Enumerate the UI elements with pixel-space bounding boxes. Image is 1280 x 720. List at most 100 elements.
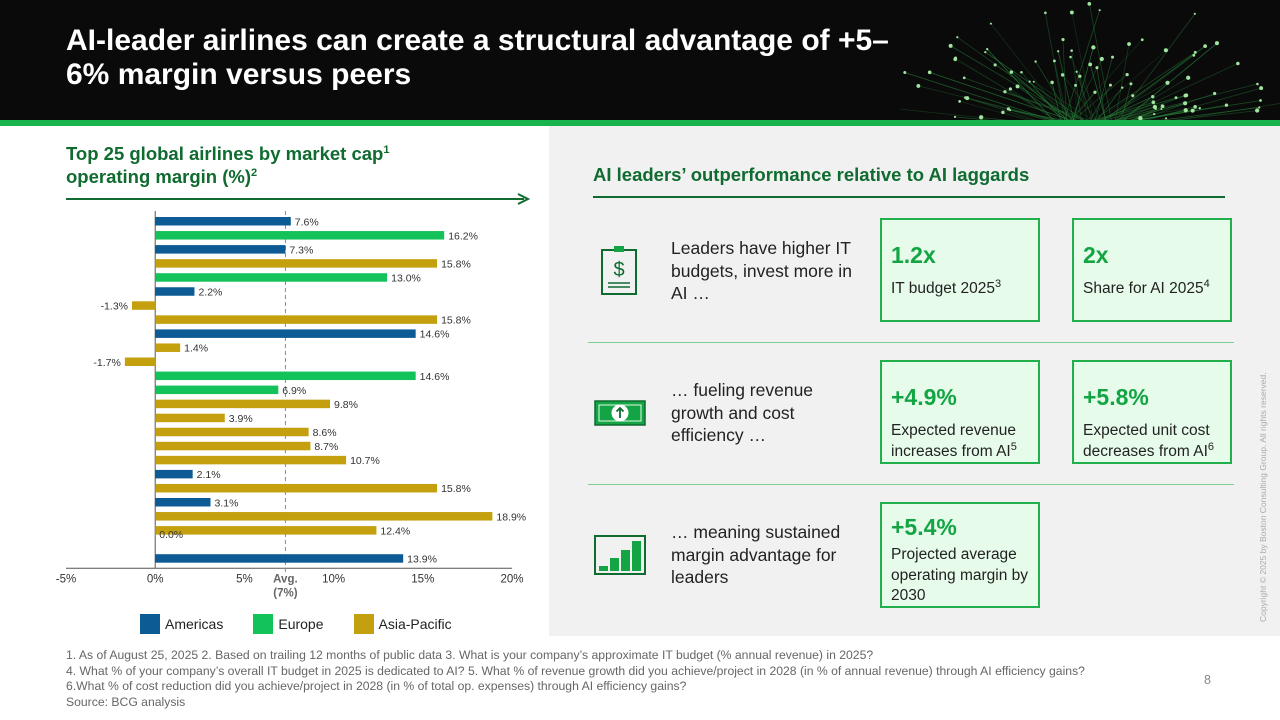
row-text-it-budget: Leaders have higher IT budgets, invest m… [671, 238, 852, 303]
spark-dot [1009, 70, 1014, 74]
bar-8 [155, 315, 438, 324]
bar-13 [155, 385, 279, 395]
bar-label-18: 10.7% [350, 455, 380, 467]
bar-14 [155, 399, 331, 409]
streak-line [1093, 101, 1154, 120]
streak-line [1096, 67, 1106, 120]
spark-dot [1032, 80, 1035, 83]
streak-line [1088, 3, 1112, 120]
streak-line [1175, 103, 1280, 120]
streak-line [1116, 108, 1156, 120]
streak-line [1071, 12, 1094, 120]
spark-dot [1003, 90, 1007, 94]
streak-line [1138, 110, 1193, 120]
row-text-revenue-growth: … fueling revenue growth and cost effici… [671, 380, 814, 445]
spark-dot [948, 43, 953, 48]
bar-label-8: 15.8% [441, 315, 471, 327]
spark-dot [1074, 83, 1077, 87]
kpi-value: 2x [1083, 242, 1109, 268]
spark-dot [1008, 87, 1012, 91]
spark-dot [1093, 90, 1097, 94]
x-tick-label: 5% [236, 573, 253, 585]
spark-dot [1256, 82, 1259, 86]
legend-label-americas: Americas [165, 616, 224, 632]
streak-line [1086, 49, 1167, 120]
bar-label-16: 8.6% [313, 427, 337, 439]
streak-line [955, 57, 1057, 120]
streak-line [1123, 42, 1218, 120]
operating-margin-bar-chart: 7.6% 16.2% 7.3% 15.8% 13.0% 2.2% -1.3% 15.8% 14.… [56, 211, 526, 599]
spark-dot [1015, 84, 1020, 89]
bar-label-21: 3.1% [215, 497, 239, 509]
spark-dot [1091, 45, 1096, 50]
streak-line [1100, 82, 1168, 120]
streak-line [954, 116, 991, 120]
bar-label-12: 14.6% [420, 371, 450, 383]
streak-line [967, 97, 1037, 120]
spark-dot [1069, 10, 1074, 15]
streak-line [964, 77, 1085, 120]
kpi-card-it-budget: 1.2x IT budget 20253 [880, 218, 1040, 322]
streak-line [1115, 13, 1196, 120]
streak-line [1129, 113, 1155, 120]
kpi-value: 1.2x [891, 242, 936, 268]
bar-18 [155, 455, 347, 465]
bar-6 [155, 287, 195, 296]
streak-line [1106, 54, 1195, 120]
kpi-label-wrap: Share for AI 20254 [1083, 278, 1228, 300]
bar-label-19: 2.1% [197, 469, 221, 481]
bar-label-6: 2.2% [198, 287, 222, 299]
spark-dot [1193, 12, 1196, 15]
streak-line [904, 72, 1054, 120]
streak-line [918, 85, 1057, 120]
spark-dot [1129, 82, 1133, 86]
spark-dot [1095, 66, 1099, 70]
spark-dot [964, 96, 967, 99]
streak-line [985, 51, 1085, 120]
streak-line [1010, 109, 1064, 120]
kpi-label-wrap: Expected revenue increases from AI5 [891, 421, 1036, 462]
spark-dot [1009, 109, 1012, 112]
bar-11 [124, 357, 156, 366]
footnote-ref-1: 1 [383, 143, 390, 156]
kpi-label-wrap: Expected unit cost decreases from AI6 [1083, 421, 1228, 462]
spark-dot [1183, 108, 1188, 113]
spark-dot [1258, 106, 1261, 109]
spark-dot [1131, 94, 1135, 98]
streak-line [957, 36, 1074, 120]
kpi-card-revenue: +4.9% Expected revenue increases from AI… [880, 360, 1040, 464]
streak-line [1159, 107, 1260, 120]
streak-line [1097, 95, 1134, 120]
spark-dot [1050, 80, 1054, 85]
spark-dot [1212, 91, 1217, 96]
streak-line [1136, 104, 1227, 120]
streak-line [1002, 112, 1035, 120]
spark-dot [1203, 44, 1207, 49]
spark-dot [1127, 42, 1131, 46]
streak-line [1010, 88, 1056, 120]
bar-3 [155, 245, 286, 254]
streak-line [1096, 95, 1186, 120]
bar-20 [155, 483, 438, 493]
legend-swatch-asia-pacific [353, 614, 374, 634]
spark-dot [956, 36, 959, 39]
spark-dot [986, 48, 989, 51]
streak-line [1063, 10, 1101, 120]
x-tick-label: Avg. [273, 573, 298, 585]
kpi-label: Expected unit cost decreases from AI [1083, 422, 1210, 460]
bar-1 [155, 217, 291, 226]
row-divider [588, 484, 1234, 485]
copyright-text: Copyright © 2025 by Boston Consulting Gr… [1258, 372, 1268, 622]
bar-7 [132, 301, 156, 310]
streak-line [1089, 64, 1107, 120]
streak-line [1089, 84, 1111, 120]
legend-label-europe: Europe [278, 616, 324, 632]
streak-line [1051, 82, 1062, 120]
chart-title-main: Top 25 global airlines by market cap [66, 143, 384, 164]
arrow-right-icon [66, 193, 531, 205]
bar-growth-icon [594, 535, 646, 575]
spark-dot [1153, 112, 1156, 116]
spark-dot [1057, 50, 1060, 53]
streak-line [1011, 71, 1069, 120]
spark-dot [1259, 99, 1262, 102]
